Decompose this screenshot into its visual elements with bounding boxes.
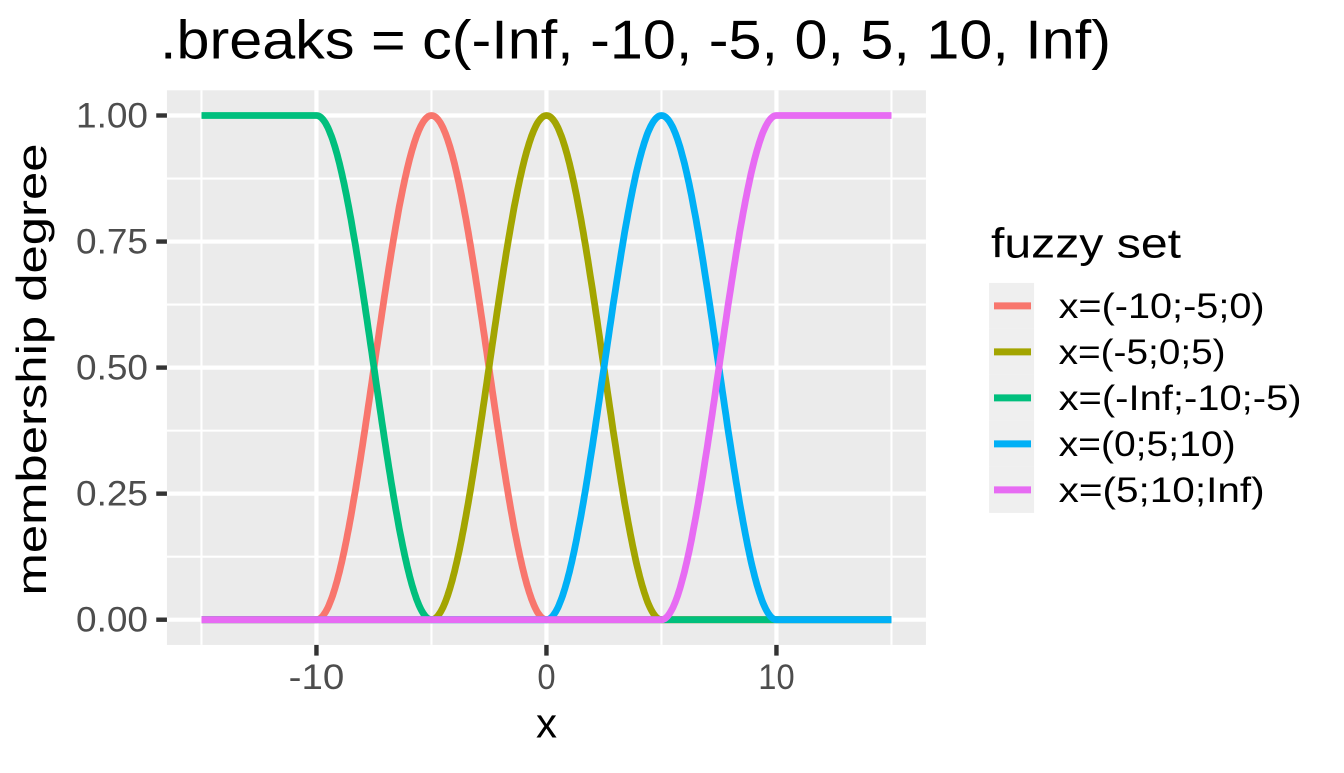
svg-text:membership degree: membership degree [8,144,55,596]
svg-text:x=(-5;0;5): x=(-5;0;5) [1059,333,1226,372]
svg-text:x=(0;5;10): x=(0;5;10) [1059,425,1236,464]
svg-text:-10: -10 [289,658,345,697]
svg-text:10: 10 [758,658,794,697]
svg-text:x=(-10;-5;0): x=(-10;-5;0) [1059,287,1265,326]
svg-text:x=(5;10;Inf): x=(5;10;Inf) [1059,471,1265,510]
svg-text:x=(-Inf;-10;-5): x=(-Inf;-10;-5) [1059,379,1302,418]
svg-text:.breaks = c(-Inf, -10, -5, 0,: .breaks = c(-Inf, -10, -5, 0, 5, 10, Inf… [160,9,1111,71]
svg-text:fuzzy set: fuzzy set [991,220,1181,267]
svg-text:1.00: 1.00 [76,97,148,136]
svg-text:0.75: 0.75 [76,223,148,262]
svg-text:x: x [536,700,557,747]
svg-text:0.00: 0.00 [76,601,148,640]
svg-text:0: 0 [537,658,555,697]
svg-text:0.25: 0.25 [76,475,148,514]
svg-text:0.50: 0.50 [76,349,148,388]
